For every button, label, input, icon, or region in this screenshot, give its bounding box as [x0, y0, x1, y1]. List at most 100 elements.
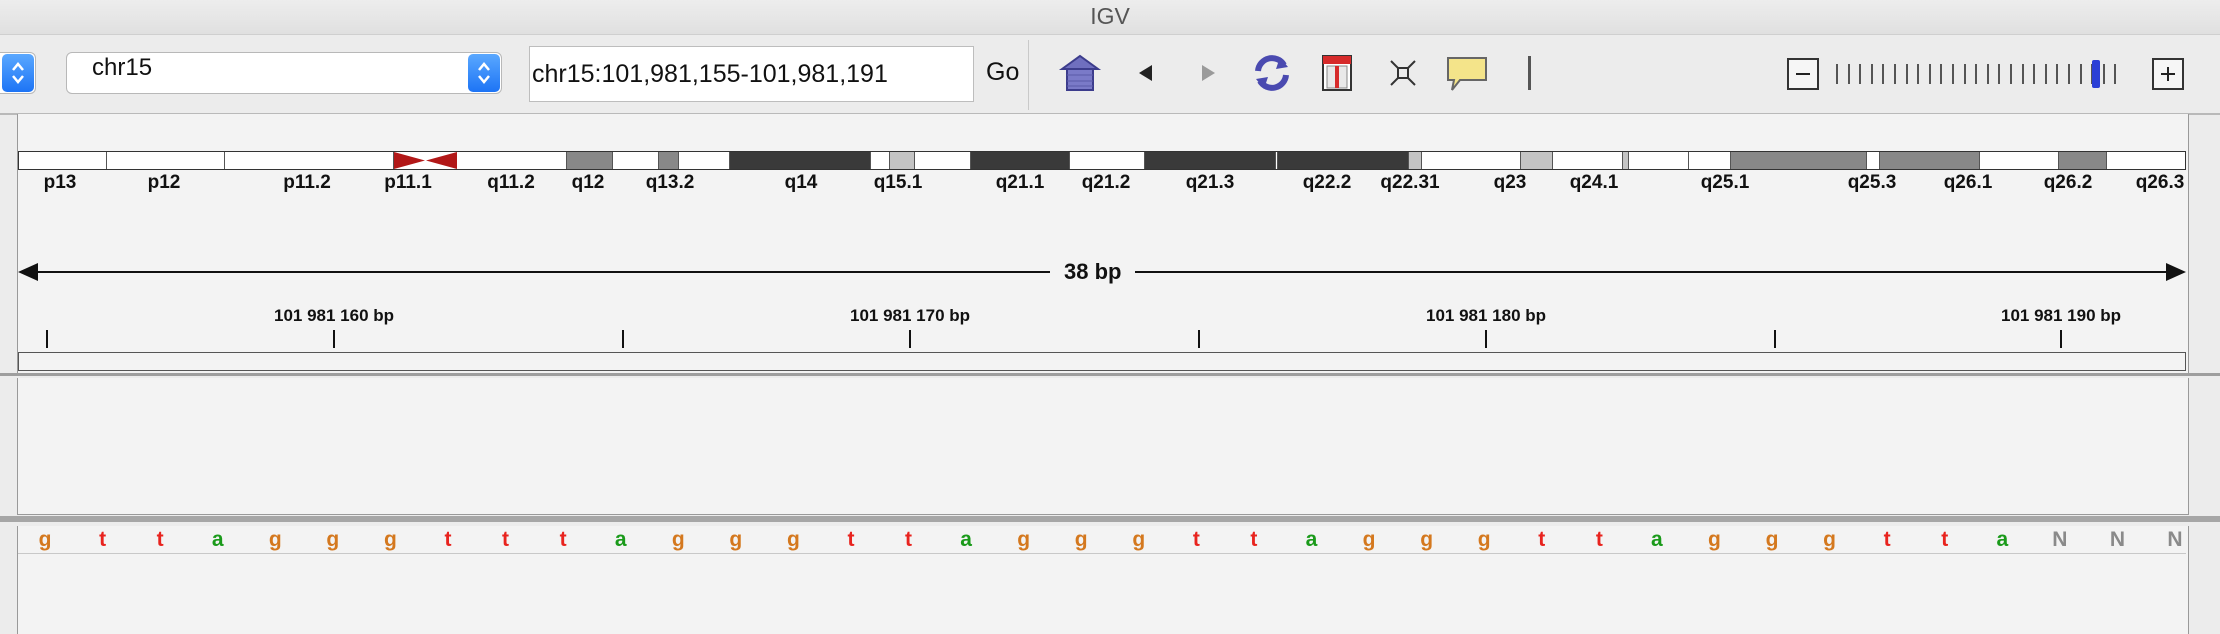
- cytoband-segment: [1145, 152, 1276, 169]
- cytoband-segment: [1731, 152, 1867, 169]
- sequence-base: N: [2052, 528, 2068, 551]
- cytoband-label: q21.2: [1081, 172, 1131, 193]
- cytoband-label: q14: [784, 172, 818, 193]
- ruler-tick-label: 101 981 190 bp: [2000, 306, 2122, 325]
- chromosome-dropdown-value: chr15: [92, 54, 153, 81]
- sequence-base: a: [960, 528, 972, 551]
- resize-handle-icon[interactable]: [1528, 56, 1531, 90]
- ruler-minor-tick: [1198, 330, 1200, 348]
- sequence-base: t: [559, 528, 567, 551]
- cytoband-label: q23: [1493, 172, 1527, 193]
- cytoband-segment: [1867, 152, 1880, 169]
- zoom-tick: [1917, 64, 1920, 84]
- cytoband-segment: [1409, 152, 1422, 169]
- zoom-tick: [1905, 64, 1908, 84]
- sequence-base: g: [1477, 528, 1491, 551]
- zoom-tick: [1882, 64, 1885, 84]
- cytoband-label: q22.2: [1302, 172, 1352, 193]
- sequence-base: g: [383, 528, 397, 551]
- ruler-major-tick: [2060, 330, 2062, 348]
- zoom-tick: [1952, 64, 1954, 84]
- chromosome-dropdown[interactable]: [66, 52, 502, 94]
- zoom-slider[interactable]: [1830, 56, 2140, 92]
- cytoband-label: q25.1: [1700, 172, 1750, 193]
- left-arrowhead-icon: [18, 263, 38, 281]
- cytoband-label: q15.1: [873, 172, 923, 193]
- cytoband-label: p12: [147, 172, 181, 193]
- chromosome-ideogram[interactable]: [18, 151, 2186, 170]
- zoom-tick: [1928, 64, 1931, 84]
- cytoband-label: q13.2: [645, 172, 695, 193]
- genome-dropdown-arrows-icon[interactable]: [2, 54, 34, 92]
- cytoband-segment: [915, 152, 971, 169]
- refresh-icon[interactable]: [1248, 50, 1296, 96]
- sequence-base: g: [1765, 528, 1779, 551]
- cytoband-segment: [457, 152, 567, 169]
- zoom-tick: [2068, 64, 2070, 84]
- data-track-panel[interactable]: [17, 378, 2189, 515]
- cytoband-label: q26.1: [1943, 172, 1993, 193]
- panel-divider[interactable]: [0, 516, 2220, 522]
- back-arrow-icon[interactable]: [1132, 58, 1160, 88]
- cytoband-segment: [890, 152, 915, 169]
- chromosome-dropdown-arrows-icon[interactable]: [468, 54, 500, 92]
- right-arrowhead-icon: [2166, 263, 2186, 281]
- cytoband-label: q26.2: [2043, 172, 2093, 193]
- popup-info-icon[interactable]: [1444, 54, 1490, 94]
- cytoband-label: q21.1: [995, 172, 1045, 193]
- zoom-in-button[interactable]: [2152, 58, 2184, 90]
- span-label-wrap: 38 bp: [1050, 259, 1136, 285]
- sequence-base: a: [1305, 528, 1318, 551]
- cytoband-segment: [1629, 152, 1689, 169]
- zoom-out-button[interactable]: [1787, 58, 1819, 90]
- sequence-base: t: [1192, 528, 1200, 551]
- sequence-base: t: [847, 528, 855, 551]
- cytoband-segment: [2107, 152, 2185, 169]
- sequence-base: t: [1250, 528, 1258, 551]
- ruler-tick-label: 101 981 160 bp: [273, 306, 395, 325]
- sequence-base: t: [502, 528, 510, 551]
- zoom-tick: [2102, 64, 2105, 84]
- ruler-major-tick: [1485, 330, 1487, 348]
- zoom-tick: [2044, 64, 2047, 84]
- zoom-tick: [1870, 64, 1873, 84]
- cytoband-label: p11.2: [283, 172, 331, 193]
- cytoband-segment: [1276, 152, 1278, 169]
- sequence-base: N: [2109, 528, 2126, 551]
- panel-divider[interactable]: [0, 373, 2220, 376]
- sequence-base: g: [1132, 528, 1146, 551]
- home-icon[interactable]: [1056, 50, 1104, 96]
- sequence-track-panel[interactable]: [17, 526, 2189, 634]
- sequence-base: g: [1708, 528, 1721, 551]
- cytoband-segment: [2059, 152, 2107, 169]
- sequence-base: g: [729, 528, 743, 551]
- zoom-tick: [2079, 64, 2082, 84]
- zoom-tick: [1963, 64, 1966, 84]
- ruler-minor-tick: [622, 330, 624, 348]
- forward-arrow-icon[interactable]: [1194, 58, 1222, 88]
- cytoband-segment: [679, 152, 730, 169]
- zoom-tick: [1986, 64, 1989, 84]
- sequence-base: g: [1074, 528, 1088, 551]
- sequence-base: t: [444, 528, 452, 551]
- cytoband-segment: [225, 152, 394, 169]
- cytoband-segment: [1553, 152, 1623, 169]
- sequence-base: t: [1595, 528, 1603, 551]
- cytoband-label: q12: [571, 172, 605, 193]
- zoom-tick: [2114, 64, 2117, 84]
- cytoband-segment: [659, 152, 679, 169]
- cytoband-segment: [394, 152, 457, 169]
- zoom-slider-thumb[interactable]: [2092, 60, 2101, 88]
- zoom-tick: [1975, 64, 1978, 84]
- go-button[interactable]: Go: [986, 58, 1020, 86]
- ruler-tick-label: 101 981 170 bp: [849, 306, 971, 325]
- window-title: IGV: [1090, 3, 1130, 29]
- sequence-base: g: [326, 528, 340, 551]
- toolbar-divider: [1028, 40, 1029, 110]
- region-of-interest-icon[interactable]: [1318, 52, 1356, 94]
- cytoband-segment: [1980, 152, 2059, 169]
- fit-to-window-icon[interactable]: [1386, 56, 1420, 90]
- zoom-tick: [1998, 64, 2001, 84]
- locus-search-input[interactable]: [529, 46, 974, 102]
- title-bar: [0, 0, 2220, 35]
